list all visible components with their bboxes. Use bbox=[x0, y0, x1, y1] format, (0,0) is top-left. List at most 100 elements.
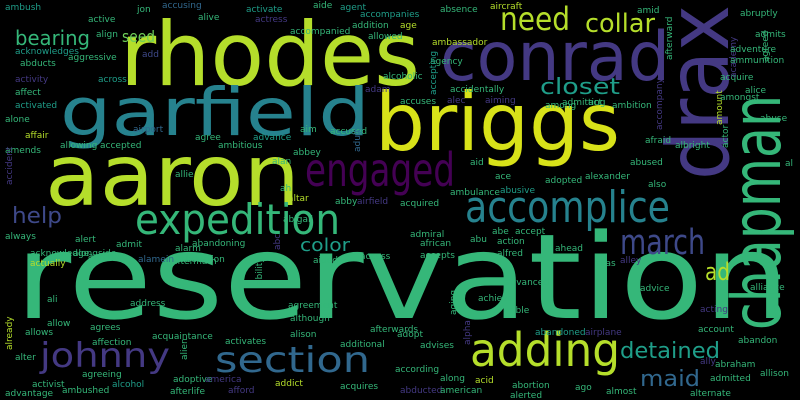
word: accusing bbox=[162, 1, 202, 11]
word: alert bbox=[75, 235, 96, 245]
word: alongside bbox=[73, 249, 117, 259]
word: ambitious bbox=[218, 141, 263, 151]
word: ali bbox=[47, 295, 58, 305]
word: acting bbox=[700, 305, 728, 315]
word: color bbox=[300, 235, 351, 256]
word: ambulance bbox=[450, 188, 500, 198]
word: already bbox=[5, 316, 15, 350]
word: ambition bbox=[612, 101, 652, 111]
word: afraid bbox=[645, 136, 671, 146]
word: ally bbox=[700, 357, 717, 367]
word: acquired bbox=[400, 199, 439, 209]
word: ambassador bbox=[432, 38, 488, 48]
word: abortion bbox=[512, 381, 550, 391]
word: adventure bbox=[730, 45, 777, 55]
word: need bbox=[500, 0, 570, 38]
word: alpha bbox=[463, 320, 473, 345]
word: acquire bbox=[720, 73, 754, 83]
word: accompany bbox=[655, 77, 665, 130]
word: affair bbox=[25, 131, 49, 141]
word: alone bbox=[5, 115, 30, 125]
word: accomplice bbox=[465, 182, 670, 233]
word: adam bbox=[365, 85, 391, 95]
word: garfield bbox=[60, 74, 370, 151]
word: also bbox=[648, 180, 667, 190]
word: act bbox=[588, 98, 602, 108]
word: agency bbox=[430, 57, 463, 67]
word: aim bbox=[300, 125, 317, 135]
word: alcoholic bbox=[383, 72, 423, 82]
word: alternate bbox=[690, 389, 731, 399]
word: acquaintance bbox=[152, 332, 213, 342]
word: affection bbox=[92, 338, 131, 348]
word: alive bbox=[198, 13, 220, 23]
word: abraham bbox=[715, 360, 755, 370]
word: aggressive bbox=[68, 53, 117, 63]
word: advice bbox=[640, 284, 670, 294]
word: accept bbox=[515, 227, 546, 237]
word: adult bbox=[353, 129, 363, 152]
word: briggs bbox=[375, 76, 620, 169]
word: drax bbox=[649, 5, 749, 180]
word: accuses bbox=[400, 97, 436, 107]
word: adopted bbox=[545, 176, 582, 186]
word: although bbox=[290, 314, 330, 324]
word: march bbox=[620, 223, 705, 263]
word: abandoning bbox=[192, 239, 245, 249]
word: aaron bbox=[45, 126, 300, 226]
word: jon bbox=[136, 5, 151, 15]
word: abduction bbox=[180, 255, 225, 265]
word: reservation bbox=[15, 208, 790, 346]
word: afterward bbox=[665, 17, 675, 60]
word: accompanied bbox=[290, 27, 350, 37]
word: rhodes bbox=[120, 3, 420, 106]
word: abandoned bbox=[535, 328, 586, 338]
word: allowed bbox=[368, 32, 403, 42]
word: abbey bbox=[293, 148, 321, 158]
word: agrees bbox=[90, 323, 121, 333]
word: agree bbox=[195, 133, 221, 143]
word: seed bbox=[122, 27, 155, 46]
word: acquires bbox=[340, 382, 378, 392]
word: chapman bbox=[718, 95, 797, 330]
word: allison bbox=[760, 369, 789, 379]
word: admiral bbox=[410, 230, 444, 240]
word: according bbox=[395, 365, 439, 375]
word: agreed bbox=[761, 30, 771, 62]
word: bearing bbox=[15, 26, 90, 50]
word: alison bbox=[290, 330, 316, 340]
word: alley bbox=[620, 256, 642, 266]
word: aiming bbox=[485, 96, 516, 106]
word: aging bbox=[449, 290, 459, 315]
word: help bbox=[12, 204, 62, 229]
word: activates bbox=[225, 337, 266, 347]
word: abe bbox=[492, 227, 509, 237]
word: among bbox=[545, 101, 576, 111]
word: acknowledge bbox=[30, 249, 90, 259]
word: african bbox=[420, 239, 451, 249]
word: ago bbox=[575, 383, 592, 393]
word: amends bbox=[5, 146, 41, 156]
word: accident bbox=[5, 146, 15, 185]
word: ambush bbox=[5, 3, 41, 13]
word: activate bbox=[246, 5, 283, 15]
word: alamein bbox=[138, 255, 174, 265]
word: alter bbox=[15, 353, 36, 363]
word: abducts bbox=[20, 59, 56, 69]
word: albright bbox=[675, 141, 710, 151]
word: address bbox=[130, 299, 166, 309]
word: afterwards bbox=[370, 325, 418, 335]
word: advises bbox=[420, 341, 454, 351]
word: accidentally bbox=[450, 85, 505, 95]
word: amongst bbox=[720, 93, 760, 103]
word: admit bbox=[116, 240, 142, 250]
word: expedition bbox=[135, 195, 340, 244]
word: alliance bbox=[750, 283, 785, 293]
word: johnny bbox=[39, 336, 170, 376]
word: add bbox=[142, 50, 159, 60]
word: conrad bbox=[440, 18, 670, 97]
word: america bbox=[205, 375, 241, 385]
word: alien bbox=[180, 338, 190, 360]
word: acknowledges bbox=[15, 47, 79, 57]
word: activity bbox=[15, 75, 49, 85]
